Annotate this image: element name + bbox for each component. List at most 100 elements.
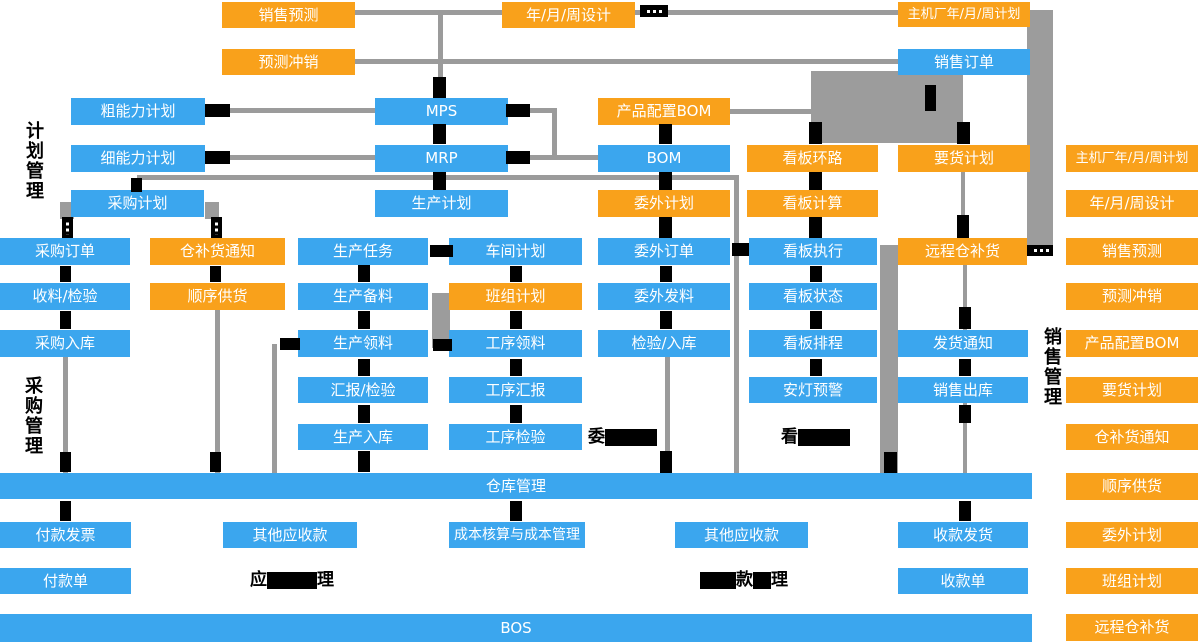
- connector-marker: [957, 122, 970, 144]
- node-r-delivery-plan: 要货计划: [1066, 377, 1198, 403]
- connector-marker: [430, 245, 453, 257]
- section-label-text: 委: [588, 427, 605, 447]
- node-purchase-order: 采购订单: [0, 238, 130, 265]
- node-warehouse-replenish-notice: 仓补货通知: [150, 238, 285, 265]
- connector-marker: [433, 124, 446, 144]
- connector-marker: [640, 5, 668, 17]
- node-payment-slip: 付款单: [0, 568, 131, 594]
- node-cost-accounting: 成本核算与成本管理: [449, 522, 585, 548]
- node-mps: MPS: [375, 98, 508, 125]
- connector-marker: [358, 265, 370, 282]
- node-oem-year-month-week-plan: 主机厂年/月/周计划: [898, 2, 1030, 27]
- section-label-text: 款: [736, 570, 753, 590]
- section-label-kanban-section: 看: [781, 429, 850, 446]
- connector-marker: [809, 172, 822, 190]
- connector-marker: [60, 501, 71, 521]
- node-workshop-plan: 车间计划: [449, 238, 582, 265]
- node-remote-warehouse-replenish: 远程仓补货: [898, 238, 1027, 265]
- node-report-inspect: 汇报/检验: [298, 377, 428, 403]
- node-sequence-supply: 顺序供货: [150, 283, 285, 310]
- node-product-config-bom: 产品配置BOM: [598, 98, 730, 125]
- node-andon-warning: 安灯预警: [749, 377, 877, 403]
- node-rough-capacity-plan: 粗能力计划: [71, 98, 205, 125]
- connector-marker: [60, 266, 71, 282]
- node-other-receivable-1: 其他应收款: [223, 522, 357, 548]
- connector-marker: [280, 338, 300, 350]
- connector-marker: [510, 311, 522, 329]
- connector-marker: [660, 311, 672, 329]
- node-production-prepare: 生产备料: [298, 283, 428, 310]
- node-delivery-notice: 发货通知: [898, 330, 1028, 357]
- connector-marker: [925, 85, 936, 111]
- node-sales-order: 销售订单: [898, 49, 1030, 75]
- connector-marker: [205, 104, 230, 117]
- node-kanban-calc: 看板计算: [747, 190, 878, 217]
- node-production-plan: 生产计划: [375, 190, 508, 217]
- node-process-picking: 工序领料: [449, 330, 582, 357]
- connector-marker: [62, 217, 73, 238]
- side-label-sales: 销售管理: [1041, 327, 1062, 407]
- side-label-purchasing: 采购管理: [22, 376, 43, 456]
- section-label-text: 看: [781, 427, 798, 447]
- connector-marker: [358, 311, 370, 329]
- connector-block: [60, 202, 74, 219]
- connector-line: [205, 108, 375, 113]
- node-r-team-plan: 班组计划: [1066, 568, 1198, 594]
- connector-block: [880, 245, 898, 473]
- connector-marker: [510, 501, 522, 521]
- section-label-receivable-section: 款理: [700, 572, 788, 589]
- connector-marker: [959, 405, 971, 423]
- connector-marker: [959, 501, 971, 521]
- connector-marker: [506, 104, 530, 117]
- node-process-report: 工序汇报: [449, 377, 582, 403]
- connector-line: [355, 59, 898, 64]
- connector-line: [272, 344, 277, 473]
- connector-line: [728, 109, 811, 114]
- connector-marker: [205, 151, 230, 164]
- connector-marker: [884, 452, 897, 473]
- redaction-bar: [753, 572, 771, 589]
- section-label-text: 理: [317, 570, 334, 590]
- node-other-receivable-2: 其他应收款: [675, 522, 808, 548]
- connector-marker: [433, 339, 452, 351]
- redaction-bar: [700, 572, 736, 589]
- node-kanban-schedule: 看板排程: [749, 330, 877, 357]
- connector-line: [205, 155, 375, 160]
- node-r-oem-year-month-week-plan: 主机厂年/月/周计划: [1066, 145, 1198, 172]
- connector-line: [963, 403, 967, 473]
- connector-marker: [810, 266, 822, 282]
- section-label-outsource-section: 委: [588, 429, 657, 446]
- connector-marker: [358, 405, 370, 423]
- connector-marker: [1027, 245, 1053, 256]
- connector-marker: [810, 359, 822, 376]
- connector-marker: [659, 124, 672, 144]
- node-receive-inspect: 收料/检验: [0, 283, 130, 310]
- connector-line: [635, 10, 899, 15]
- node-r-sequence-supply: 顺序供货: [1066, 473, 1198, 500]
- connector-marker: [510, 359, 522, 376]
- connector-marker: [659, 172, 672, 190]
- node-inspect-inbound: 检验/入库: [598, 330, 730, 357]
- connector-marker: [433, 172, 446, 190]
- connector-block: [811, 71, 963, 143]
- connector-marker: [959, 359, 971, 376]
- node-r-product-config-bom: 产品配置BOM: [1066, 330, 1198, 357]
- node-purchase-inbound: 采购入库: [0, 330, 130, 357]
- node-r-outsource-plan: 委外计划: [1066, 522, 1198, 548]
- section-label-text: 应: [250, 570, 267, 590]
- connector-line: [508, 108, 557, 113]
- connector-marker: [660, 451, 672, 473]
- connector-marker: [732, 243, 749, 256]
- connector-block: [1027, 10, 1053, 251]
- connector-line: [963, 265, 967, 330]
- connector-marker: [506, 151, 530, 164]
- connector-line: [508, 155, 598, 160]
- connector-marker: [358, 359, 370, 376]
- node-r-year-month-week-design: 年/月/周设计: [1066, 190, 1198, 217]
- node-sales-outbound: 销售出库: [898, 377, 1028, 403]
- node-team-plan: 班组计划: [449, 283, 582, 310]
- section-label-text: 理: [771, 570, 788, 590]
- connector-marker: [211, 217, 222, 238]
- connector-line: [665, 357, 670, 473]
